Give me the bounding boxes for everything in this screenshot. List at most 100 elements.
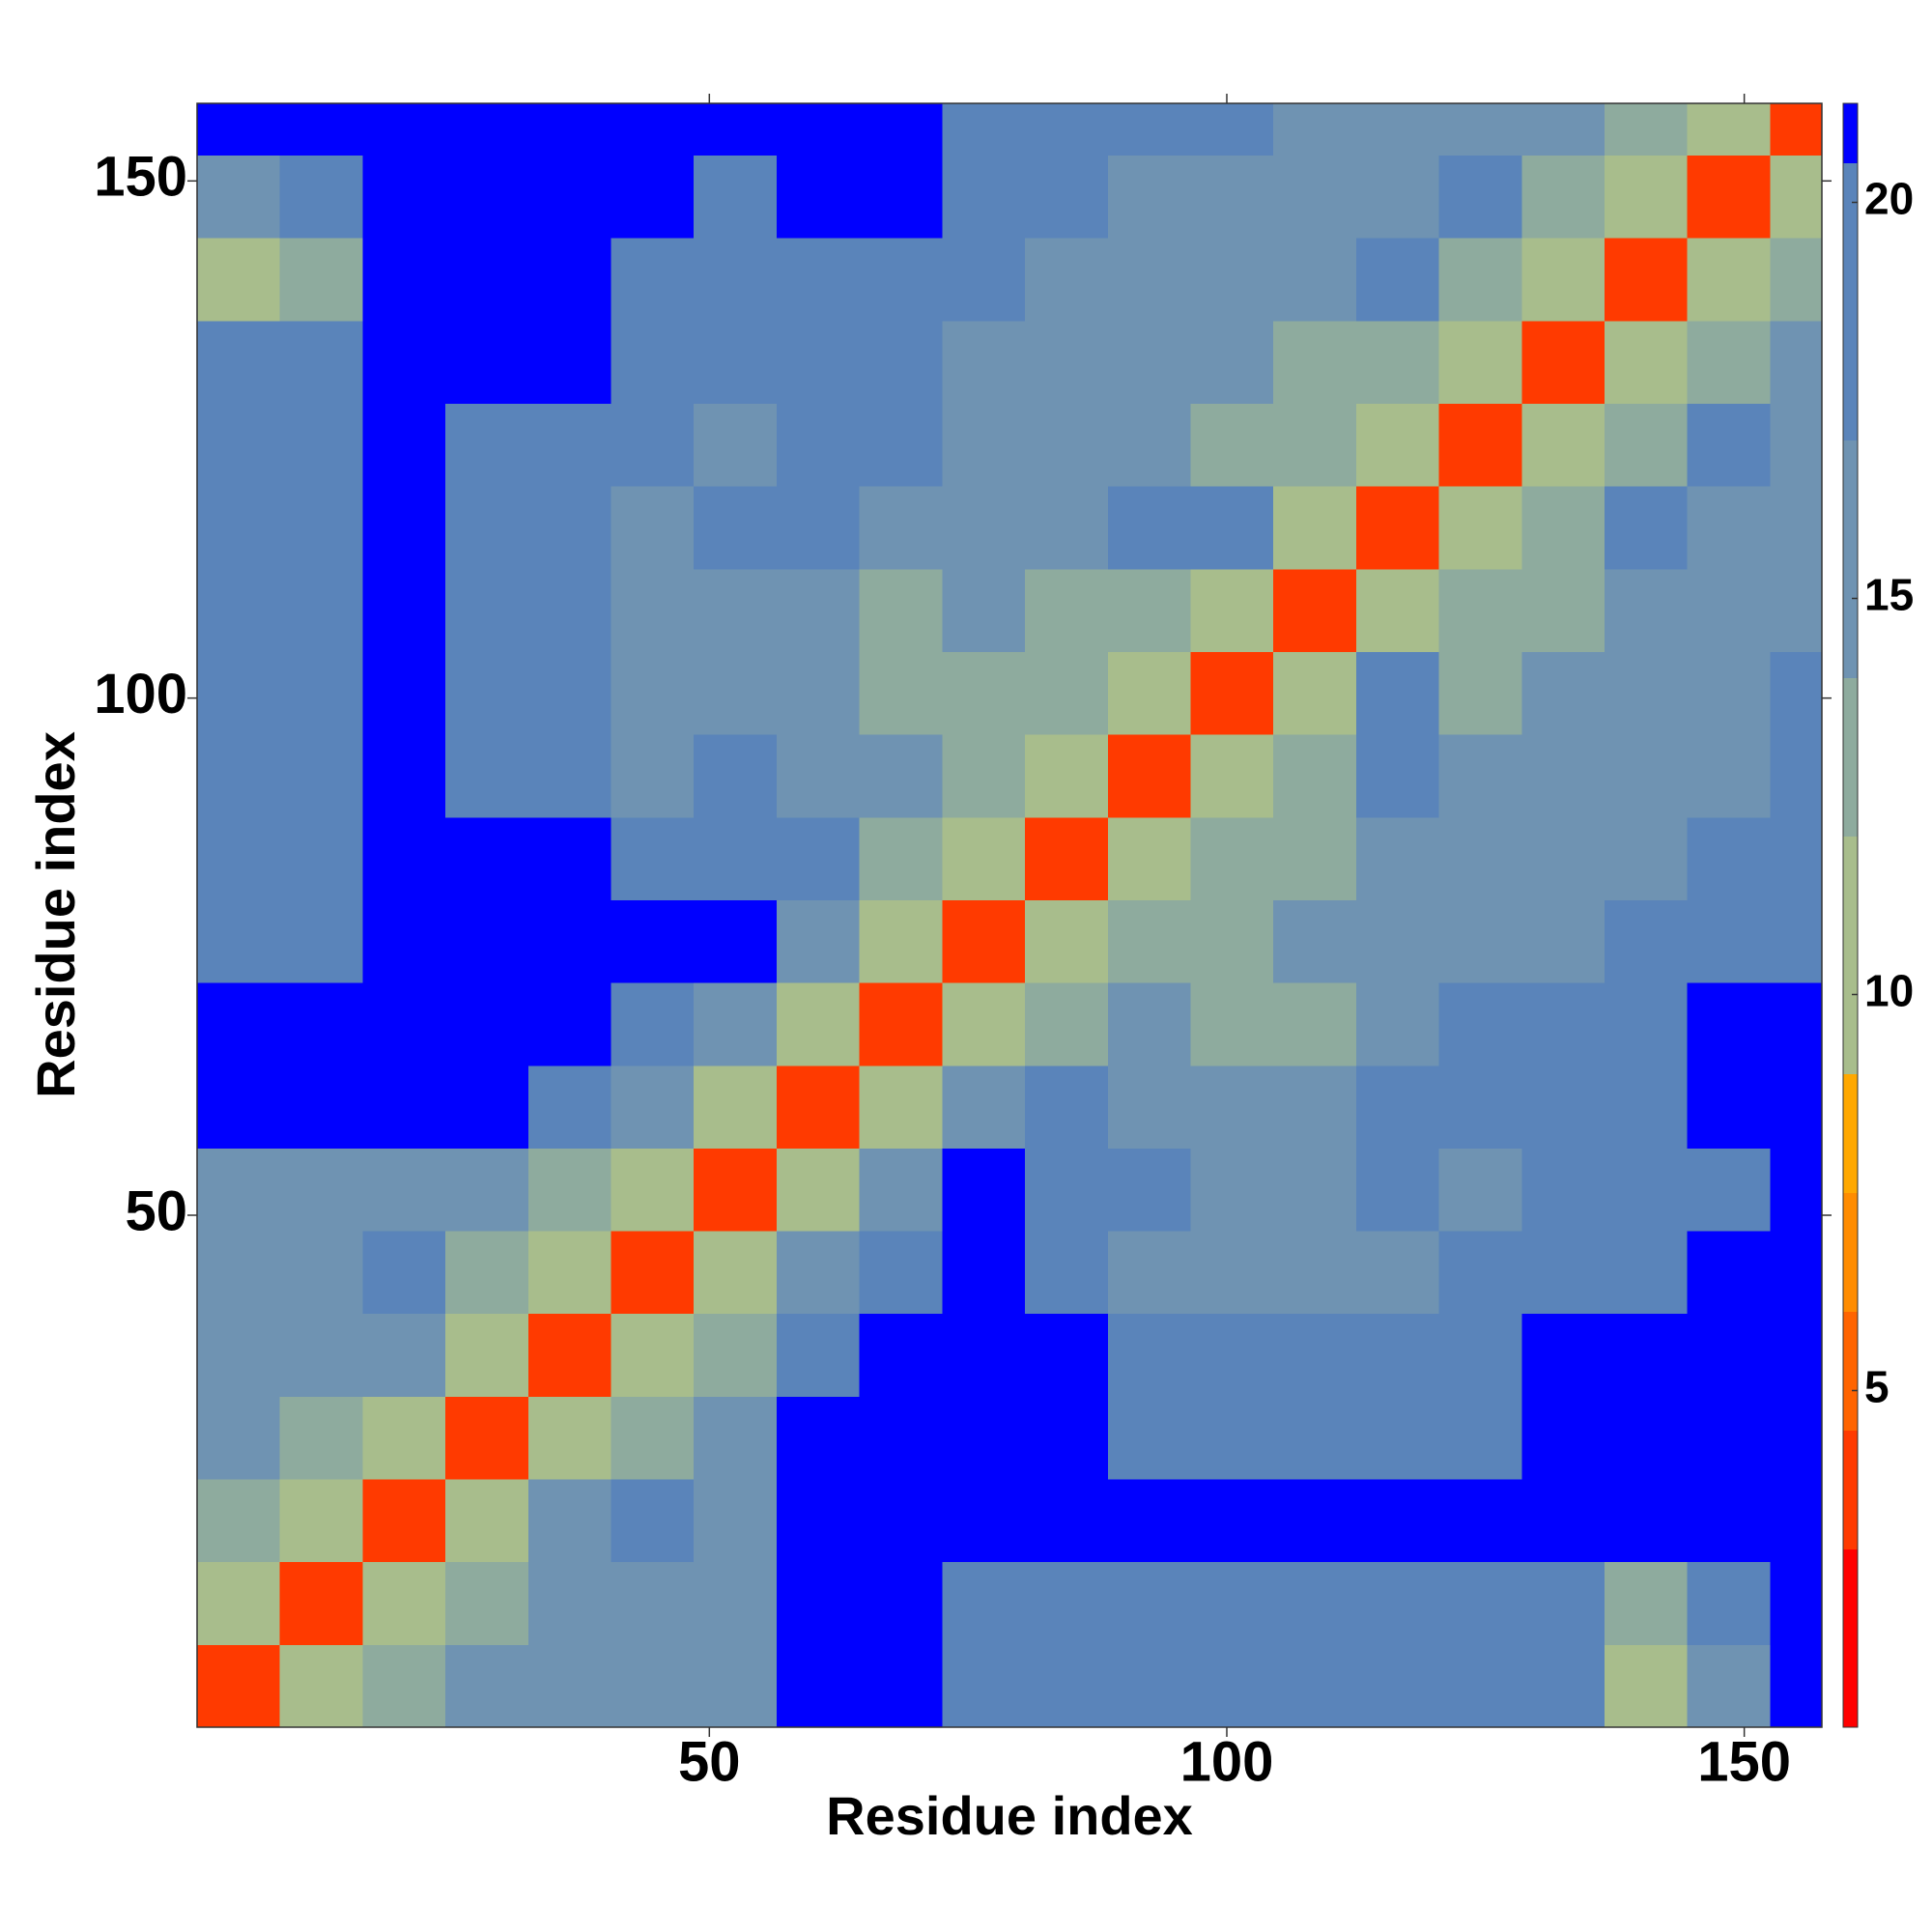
cell [1107,1644,1191,1728]
cell [1107,568,1191,652]
cell [1438,1561,1522,1645]
cell [1770,103,1823,156]
cell [1025,103,1109,156]
cell [1355,486,1440,570]
cell [776,982,861,1066]
cell [1190,403,1274,487]
cell [1438,1148,1522,1232]
cell [611,320,695,405]
cell [279,486,363,570]
cell [197,238,281,322]
cell [1190,103,1274,156]
cell [445,1479,529,1563]
cell [776,1313,861,1397]
cell [527,103,612,156]
cell [1521,1479,1605,1563]
cell [362,982,446,1066]
cell [1273,1231,1357,1315]
cell [859,1561,943,1645]
colorbar-tick-label: 15 [1864,570,1914,620]
cell [611,238,695,322]
x-tick-label: 50 [678,1730,741,1793]
cell [1521,238,1605,322]
cell [1605,1479,1689,1563]
y-tick-label: 100 [94,663,187,725]
cell [1438,651,1522,735]
cell [1190,651,1274,735]
cell [776,899,861,983]
cell [1438,1313,1522,1397]
cell [1438,320,1522,405]
cell [279,982,363,1066]
cell [1025,1479,1109,1563]
cell [942,403,1026,487]
cell [197,1313,281,1397]
cell [1025,1396,1109,1480]
cell [1770,1561,1823,1645]
cell [1107,486,1191,570]
cell [1355,1148,1440,1232]
cell [445,1396,529,1480]
cell [1355,1065,1440,1149]
colorbar-band [1843,836,1858,1074]
cell [942,486,1026,570]
cell [1438,403,1522,487]
cell [611,103,695,156]
cell [694,1561,778,1645]
cell [776,1065,861,1149]
cell [362,1231,446,1315]
cell [1687,816,1771,900]
cell [1273,103,1357,156]
cell [527,320,612,405]
cell [1273,816,1357,900]
cell [611,1479,695,1563]
cell [1190,238,1274,322]
cell [1770,899,1823,983]
cell [942,103,1026,156]
cell [694,1313,778,1397]
cell [694,103,778,156]
cell [611,1396,695,1480]
cell [1521,1148,1605,1232]
cell [279,1231,363,1315]
cell [859,1479,943,1563]
cell [1438,1644,1522,1728]
cell [1687,982,1771,1066]
cell [197,155,281,239]
cell [1025,320,1109,405]
cell [1025,403,1109,487]
cell [1438,1065,1522,1149]
cell [1438,1231,1522,1315]
cell [611,403,695,487]
cell [1190,486,1274,570]
cell [942,899,1026,983]
cell [1025,651,1109,735]
cell [694,1065,778,1149]
cell [527,1231,612,1315]
cell [859,238,943,322]
cell [942,155,1026,239]
y-tick-label: 50 [125,1179,187,1242]
cell [197,1065,281,1149]
cell [445,651,529,735]
cell [1438,155,1522,239]
cell [694,320,778,405]
cell [1355,568,1440,652]
cell [1605,982,1689,1066]
cell [527,486,612,570]
cell [1687,238,1771,322]
cell [527,899,612,983]
cell [1438,1479,1522,1563]
colorbar-band [1843,103,1858,163]
cell [1605,486,1689,570]
cell [1521,103,1605,156]
cell [527,1313,612,1397]
cell [1273,899,1357,983]
cell [1273,982,1357,1066]
cell [445,486,529,570]
cell [197,486,281,570]
cell [859,568,943,652]
cell [1107,1065,1191,1149]
cell [694,568,778,652]
cell [859,486,943,570]
